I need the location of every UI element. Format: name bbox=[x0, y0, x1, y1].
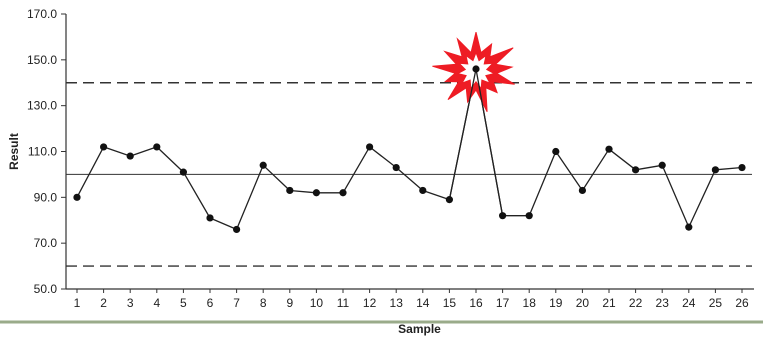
x-axis-title: Sample bbox=[398, 322, 441, 336]
data-point bbox=[312, 189, 320, 197]
data-point bbox=[206, 214, 214, 222]
x-tick-label: 26 bbox=[735, 296, 749, 310]
y-tick-label: 50.0 bbox=[34, 282, 58, 296]
data-point bbox=[419, 186, 427, 195]
x-tick-label: 19 bbox=[549, 296, 563, 310]
x-tick-label: 8 bbox=[260, 296, 267, 310]
data-point bbox=[179, 168, 187, 176]
x-tick-label: 25 bbox=[709, 296, 723, 310]
x-tick-label: 22 bbox=[629, 296, 643, 310]
x-tick-label: 14 bbox=[416, 296, 430, 310]
data-point bbox=[445, 196, 453, 204]
data-point bbox=[472, 65, 480, 73]
x-tick-label: 16 bbox=[469, 296, 483, 310]
x-tick-label: 20 bbox=[576, 296, 590, 310]
y-tick-label: 90.0 bbox=[34, 190, 58, 204]
highlight-burst bbox=[432, 31, 515, 216]
data-point bbox=[100, 143, 108, 151]
data-point bbox=[685, 223, 693, 231]
series-line bbox=[76, 68, 743, 231]
data-point bbox=[126, 152, 134, 160]
y-tick-label: 170.0 bbox=[27, 7, 57, 21]
x-tick-label: 6 bbox=[207, 296, 214, 310]
data-point bbox=[632, 166, 640, 174]
data-point bbox=[605, 145, 613, 153]
x-tick-label: 18 bbox=[523, 296, 537, 310]
data-point bbox=[392, 163, 400, 172]
data-series bbox=[76, 68, 743, 231]
y-tick-labels: 50.0 70.0 90.0 110.0 130.0 150.0 170.0 bbox=[27, 7, 57, 296]
data-point bbox=[259, 161, 267, 169]
x-tick-label: 11 bbox=[337, 296, 350, 310]
x-tick-label: 17 bbox=[496, 296, 510, 310]
data-point bbox=[366, 143, 374, 151]
data-point bbox=[552, 147, 560, 156]
data-points bbox=[73, 65, 746, 234]
data-point bbox=[525, 212, 533, 220]
x-tick-label: 1 bbox=[74, 296, 81, 310]
x-tick-label: 23 bbox=[656, 296, 670, 310]
x-tick-label: 7 bbox=[233, 296, 240, 310]
x-tick-labels: 1 2 3 4 5 6 7 8 9 10 11 12 13 14 15 16 17 18 19 20 21 22 23 24 2… bbox=[74, 296, 749, 310]
data-point bbox=[658, 161, 666, 169]
x-tick-label: 13 bbox=[390, 296, 404, 310]
data-point bbox=[578, 186, 587, 195]
x-tick-label: 5 bbox=[180, 296, 187, 310]
y-tick-label: 70.0 bbox=[34, 236, 58, 250]
x-tick-label: 12 bbox=[363, 296, 377, 310]
x-tick-label: 4 bbox=[153, 296, 160, 310]
reference-lines bbox=[66, 82, 752, 267]
x-tick-label: 10 bbox=[310, 296, 324, 310]
data-point bbox=[153, 143, 161, 151]
data-point bbox=[286, 186, 294, 195]
data-point bbox=[738, 163, 746, 172]
axes bbox=[61, 13, 754, 293]
data-point bbox=[711, 166, 720, 174]
x-tick-label: 24 bbox=[682, 296, 696, 310]
x-tick-label: 2 bbox=[100, 296, 107, 310]
y-axis-title: Result bbox=[7, 133, 21, 170]
x-tick-label: 3 bbox=[127, 296, 134, 310]
data-point bbox=[339, 189, 347, 197]
x-tick-label: 15 bbox=[443, 296, 457, 310]
data-point bbox=[73, 193, 81, 201]
data-point bbox=[499, 212, 507, 220]
x-tick-label: 21 bbox=[602, 296, 616, 310]
y-tick-label: 130.0 bbox=[27, 99, 57, 113]
x-tick-label: 9 bbox=[286, 296, 293, 310]
y-tick-label: 110.0 bbox=[28, 145, 57, 159]
data-point bbox=[233, 225, 241, 234]
y-tick-label: 150.0 bbox=[27, 53, 57, 67]
